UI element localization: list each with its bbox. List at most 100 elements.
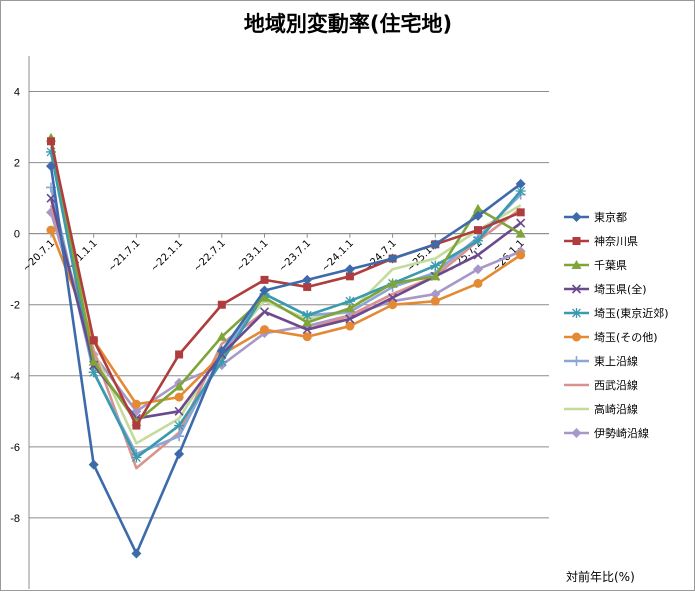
y-tick-label: 0 [14,229,20,241]
data-point [515,228,526,238]
data-point [46,193,56,203]
legend-item: 西武沿線 [564,378,638,392]
data-point [174,431,185,442]
y-tick-label: -8 [10,513,20,525]
gridlines [29,91,549,519]
legend-item: 埼玉県(全) [564,282,647,296]
data-point [473,235,483,246]
data-point [572,332,581,342]
series-line [49,165,522,555]
legend-label: 西武沿線 [594,378,638,392]
data-point [88,459,99,470]
data-point [571,356,582,366]
x-tick-label: ~23.7.1 [277,238,313,274]
legend-label: 埼玉(その他) [594,330,658,344]
series-埼玉(その他) [46,225,526,409]
data-point [302,274,313,285]
legend-label: 東京都 [594,210,627,224]
chart-title: 地域別変動率(住宅地) [244,12,452,36]
data-point [259,285,270,296]
series-千葉県 [46,132,526,426]
legend-label: 神奈川県 [594,234,638,248]
data-point [571,428,582,438]
data-point [572,237,581,245]
legend-item: 伊勢崎沿線 [564,426,649,440]
data-point [89,336,98,345]
data-point [430,260,441,271]
series-東京都 [46,161,526,559]
legend-item: 千葉県 [564,258,627,272]
data-point [430,296,440,306]
data-point [473,264,483,275]
data-point [302,317,313,327]
data-point [260,325,269,335]
data-point [387,253,398,264]
data-point [302,332,312,342]
data-point [46,146,56,157]
y-tick-labels: 4 2 0 -2 -4 -6 -8 [10,87,20,525]
data-point [302,325,312,335]
series-line [49,141,522,427]
data-point [473,210,483,221]
data-point [345,314,355,324]
data-point [259,292,270,302]
data-point [571,212,582,222]
legend-item: 埼玉(東京近郊) [564,306,669,320]
data-point [430,239,441,250]
data-point [571,260,582,269]
data-point [430,271,441,281]
legend-item: 東京都 [564,210,627,224]
data-point [515,178,526,189]
data-point [516,250,526,260]
x-tick-label: ~22.1.1 [149,238,185,274]
data-point [132,421,141,430]
data-point [430,289,441,300]
series-lines [46,132,526,559]
data-point [345,272,354,281]
data-point [474,226,482,235]
x-tick-label: ~23.1.1 [234,238,270,274]
data-point [47,137,55,146]
data-point [131,548,142,559]
data-point [217,300,226,309]
data-point [345,321,355,331]
legend-label: 東上沿線 [594,354,638,368]
y-tick-label: -2 [10,300,20,312]
legend-label: 高崎沿線 [594,402,638,416]
data-point [174,406,184,416]
series-line [49,197,522,420]
x-tick-label: ~20.7.1 [21,238,57,274]
data-point [571,284,582,294]
data-point [344,296,355,307]
series-line [49,229,522,406]
x-tick-label: ~22.7.1 [192,238,228,274]
y-tick-label: 4 [14,87,20,99]
data-point [46,161,56,172]
data-point [216,356,227,367]
data-point [473,278,483,288]
series-line [49,211,522,413]
data-point [473,250,483,260]
data-point [259,307,270,317]
y-tick-label: 2 [14,158,20,170]
data-point [344,264,355,275]
data-point [388,300,398,310]
data-point [571,308,582,318]
legend-item: 東上沿線 [564,354,638,368]
data-point [174,392,184,402]
legend-label: 伊勢崎沿線 [594,426,649,440]
data-point [46,225,56,235]
data-point [302,310,313,321]
legend-item: 神奈川県 [564,234,638,248]
data-point [516,218,526,228]
legend-item: 埼玉(その他) [564,330,658,344]
data-point [260,275,269,284]
data-point [387,278,398,288]
data-point [88,367,99,378]
y-tick-label: -6 [10,442,20,454]
data-point [174,420,185,431]
data-point [175,350,184,359]
